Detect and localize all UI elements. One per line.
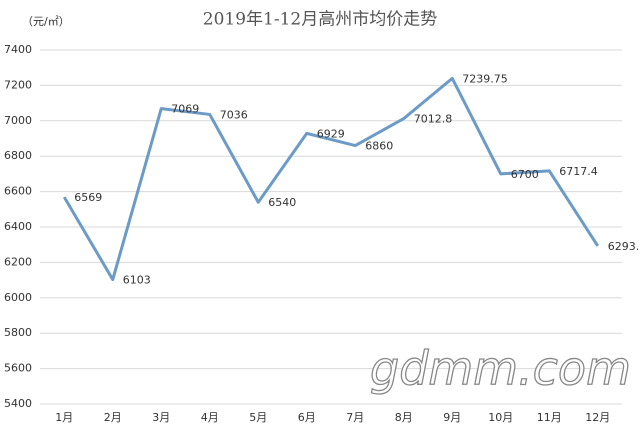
y-tick-label: 6600 bbox=[4, 185, 32, 198]
chart-title: 2019年1-12月高州市均价走势 bbox=[203, 10, 437, 30]
data-label: 7036 bbox=[220, 108, 248, 121]
y-tick-label: 7400 bbox=[4, 43, 32, 56]
data-label: 7012.8 bbox=[414, 113, 453, 126]
line bbox=[62, 76, 600, 282]
data-label: 6103 bbox=[123, 274, 151, 287]
data-label: 6860 bbox=[365, 140, 393, 153]
y-tick-label: 6400 bbox=[4, 220, 32, 233]
y-tick-label: 5600 bbox=[4, 362, 32, 375]
y-tick-label: 6200 bbox=[4, 255, 32, 268]
data-label: 7239.75 bbox=[462, 72, 508, 85]
x-tick-label: 2月 bbox=[104, 411, 122, 424]
x-tick-label: 11月 bbox=[537, 411, 562, 424]
x-tick-label: 10月 bbox=[488, 411, 513, 424]
x-tick-label: 4月 bbox=[201, 411, 219, 424]
x-tick-label: 3月 bbox=[152, 411, 170, 424]
y-tick-label: 6800 bbox=[4, 149, 32, 162]
data-label: 6293.25 bbox=[608, 240, 640, 253]
y-unit: （元/㎡） bbox=[22, 15, 70, 28]
data-label: 6700 bbox=[511, 168, 539, 181]
x-tick-label: 9月 bbox=[443, 411, 461, 424]
data-label: 6717.4 bbox=[559, 165, 598, 178]
data-label: 6569 bbox=[74, 191, 102, 204]
y-tick-label: 6000 bbox=[4, 291, 32, 304]
x-tick-label: 8月 bbox=[395, 411, 413, 424]
x-tick-label: 5月 bbox=[249, 411, 267, 424]
y-tick-label: 7200 bbox=[4, 78, 32, 91]
y-tick-label: 7000 bbox=[4, 114, 32, 127]
y-tick-label: 5400 bbox=[4, 397, 32, 410]
x-tick-label: 1月 bbox=[55, 411, 73, 424]
x-tick-label: 7月 bbox=[346, 411, 364, 424]
y-tick-label: 5800 bbox=[4, 326, 32, 339]
data-label: 6929 bbox=[317, 127, 345, 140]
data-label: 7069 bbox=[171, 103, 199, 116]
x-tick-label: 12月 bbox=[585, 411, 610, 424]
x-tick-label: 6月 bbox=[298, 411, 316, 424]
data-label: 6540 bbox=[268, 196, 296, 209]
watermark: gdmm.com bbox=[370, 342, 631, 396]
